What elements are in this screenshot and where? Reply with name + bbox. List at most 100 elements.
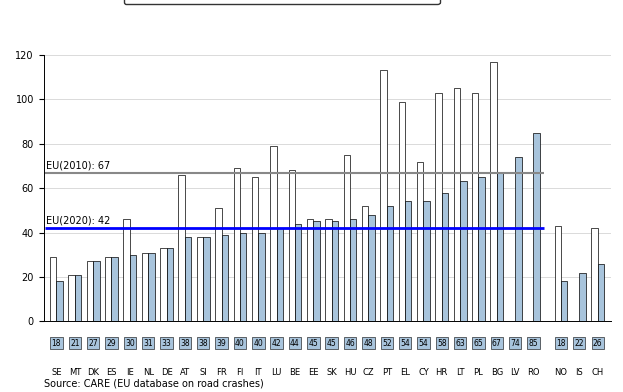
- Legend: EU 2010, EU 2020, EU 2020, EU 2010: EU 2010, EU 2020, EU 2020, EU 2010: [124, 0, 440, 4]
- Bar: [185, 237, 191, 321]
- Bar: [362, 206, 368, 321]
- Bar: [240, 232, 246, 321]
- Bar: [368, 215, 375, 321]
- Text: 54: 54: [419, 339, 428, 347]
- Text: DE: DE: [161, 368, 173, 377]
- Bar: [234, 168, 240, 321]
- Text: CZ: CZ: [363, 368, 374, 377]
- Text: 18: 18: [556, 339, 566, 347]
- Bar: [561, 281, 568, 321]
- Text: 44: 44: [290, 339, 300, 347]
- Text: 26: 26: [593, 339, 602, 347]
- Bar: [554, 226, 561, 321]
- Text: 33: 33: [161, 339, 171, 347]
- Bar: [533, 132, 540, 321]
- Bar: [148, 252, 155, 321]
- Text: FR: FR: [216, 368, 227, 377]
- Bar: [112, 257, 118, 321]
- Text: NO: NO: [554, 368, 568, 377]
- Bar: [178, 175, 185, 321]
- Text: 39: 39: [217, 339, 226, 347]
- Text: Source: CARE (EU database on road crashes): Source: CARE (EU database on road crashe…: [44, 378, 264, 388]
- Bar: [460, 181, 467, 321]
- Text: NL: NL: [143, 368, 154, 377]
- Bar: [424, 201, 430, 321]
- Bar: [222, 235, 228, 321]
- Bar: [579, 272, 586, 321]
- Text: 22: 22: [574, 339, 584, 347]
- Bar: [123, 219, 130, 321]
- Text: HU: HU: [344, 368, 356, 377]
- Bar: [277, 228, 283, 321]
- Bar: [591, 228, 597, 321]
- Bar: [405, 201, 411, 321]
- Bar: [387, 206, 393, 321]
- Bar: [295, 224, 302, 321]
- Text: HR: HR: [435, 368, 448, 377]
- Bar: [93, 261, 100, 321]
- Bar: [160, 248, 166, 321]
- Text: CH: CH: [592, 368, 604, 377]
- Bar: [215, 208, 222, 321]
- Text: 38: 38: [180, 339, 189, 347]
- Text: SK: SK: [326, 368, 337, 377]
- Text: RO: RO: [527, 368, 540, 377]
- Text: 65: 65: [473, 339, 483, 347]
- Text: CY: CY: [418, 368, 429, 377]
- Text: 67: 67: [492, 339, 502, 347]
- Text: 31: 31: [143, 339, 153, 347]
- Text: 21: 21: [70, 339, 80, 347]
- Bar: [472, 93, 478, 321]
- Bar: [50, 257, 57, 321]
- Text: BG: BG: [491, 368, 503, 377]
- Text: 52: 52: [382, 339, 391, 347]
- Text: MT: MT: [69, 368, 81, 377]
- Bar: [497, 172, 503, 321]
- Bar: [87, 261, 93, 321]
- Text: IT: IT: [255, 368, 262, 377]
- Text: 58: 58: [437, 339, 447, 347]
- Bar: [203, 237, 210, 321]
- Bar: [75, 275, 81, 321]
- Bar: [307, 219, 313, 321]
- Bar: [435, 93, 442, 321]
- Text: 46: 46: [345, 339, 355, 347]
- Text: ES: ES: [107, 368, 117, 377]
- Text: 29: 29: [107, 339, 117, 347]
- Bar: [69, 275, 75, 321]
- Bar: [105, 257, 112, 321]
- Text: 38: 38: [198, 339, 208, 347]
- Text: 63: 63: [455, 339, 465, 347]
- Text: 54: 54: [400, 339, 410, 347]
- Text: 85: 85: [529, 339, 538, 347]
- Bar: [597, 264, 604, 321]
- Bar: [417, 162, 424, 321]
- Text: DK: DK: [87, 368, 99, 377]
- Text: FI: FI: [236, 368, 244, 377]
- Bar: [166, 248, 173, 321]
- Bar: [331, 221, 338, 321]
- Bar: [490, 62, 497, 321]
- Text: 18: 18: [52, 339, 61, 347]
- Text: 27: 27: [88, 339, 98, 347]
- Text: BE: BE: [290, 368, 300, 377]
- Text: LT: LT: [456, 368, 464, 377]
- Text: 45: 45: [327, 339, 336, 347]
- Bar: [57, 281, 63, 321]
- Text: EU(2020): 42: EU(2020): 42: [46, 216, 111, 226]
- Bar: [130, 255, 136, 321]
- Bar: [515, 157, 521, 321]
- Text: 74: 74: [510, 339, 520, 347]
- Text: EL: EL: [400, 368, 410, 377]
- Bar: [380, 71, 387, 321]
- Text: EE: EE: [308, 368, 318, 377]
- Bar: [252, 177, 259, 321]
- Bar: [399, 102, 405, 321]
- Text: AT: AT: [180, 368, 190, 377]
- Text: 42: 42: [272, 339, 282, 347]
- Bar: [313, 221, 320, 321]
- Text: PL: PL: [473, 368, 483, 377]
- Text: LV: LV: [510, 368, 520, 377]
- Text: SE: SE: [51, 368, 62, 377]
- Bar: [350, 219, 356, 321]
